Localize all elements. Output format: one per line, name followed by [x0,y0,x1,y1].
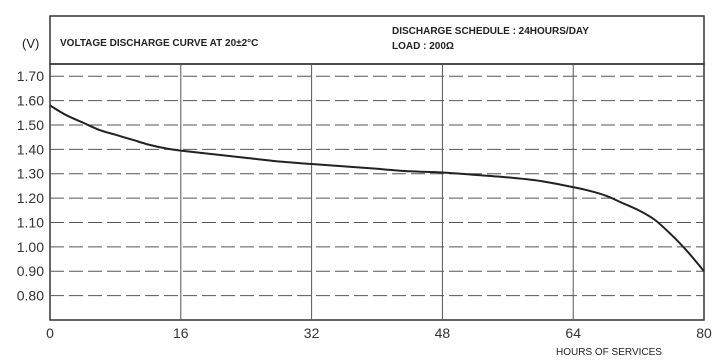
discharge-curve [49,104,705,272]
discharge-schedule: DISCHARGE SCHEDULE : 24HOURS/DAY [392,26,589,37]
load-value: LOAD : 200Ω [392,41,454,52]
grid-lines [50,64,704,320]
x-tick-label: 16 [173,325,189,341]
y-tick-label: 1.50 [17,117,44,133]
y-tick-label: 1.10 [17,214,44,230]
y-tick-label: 1.70 [17,68,44,84]
plot-frame [49,63,705,321]
y-axis-ticks: 0.80 0.90 1.00 1.10 1.20 1.30 1.40 1.50 1.60 1.70 [17,68,44,303]
chart-title: VOLTAGE DISCHARGE CURVE AT 20±2°C [60,38,259,49]
x-axis-label: HOURS OF SERVICES [556,347,662,358]
y-tick-label: 1.00 [17,239,44,255]
y-tick-label: 0.90 [17,263,44,279]
x-tick-label: 48 [435,325,451,341]
y-tick-label: 1.60 [17,93,44,109]
x-axis-ticks: 0 16 32 48 64 80 [46,325,712,341]
x-tick-label: 64 [565,325,581,341]
x-tick-label: 0 [46,325,54,341]
y-tick-label: 1.20 [17,190,44,206]
y-tick-label: 0.80 [17,288,44,304]
x-tick-label: 32 [304,325,320,341]
y-axis-unit: (V) [22,36,40,51]
y-tick-label: 1.30 [17,166,44,182]
x-tick-label: 80 [696,325,712,341]
y-tick-label: 1.40 [17,141,44,157]
